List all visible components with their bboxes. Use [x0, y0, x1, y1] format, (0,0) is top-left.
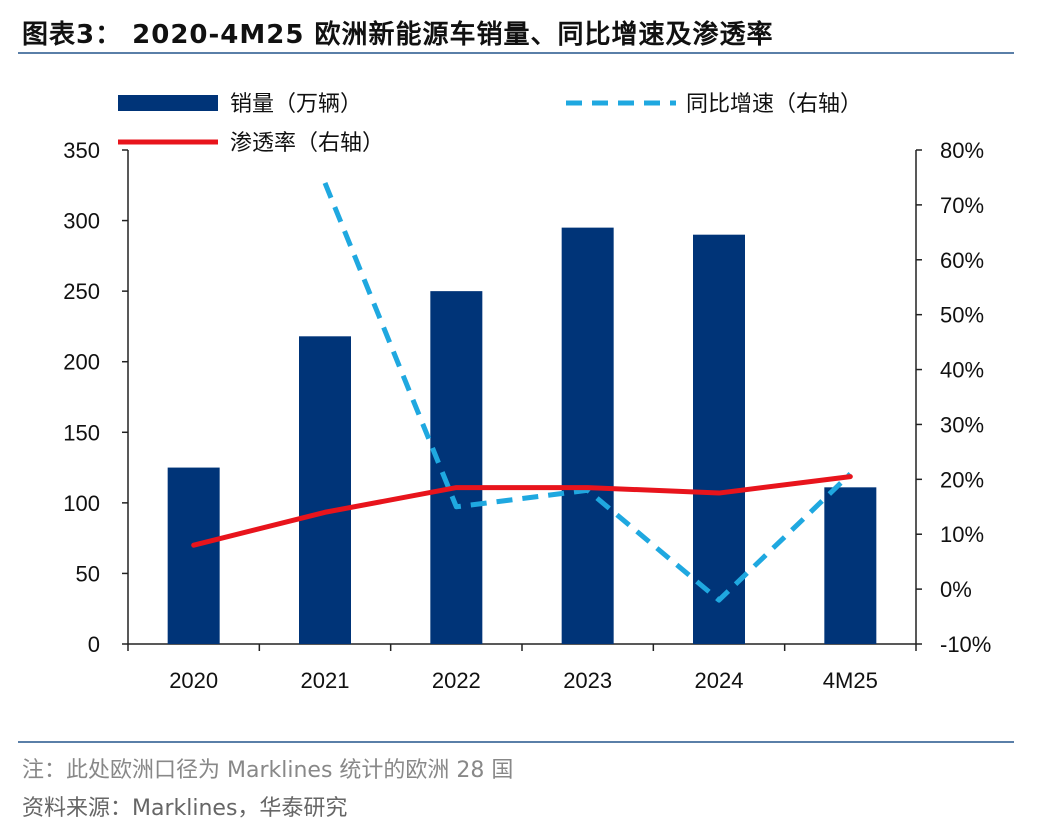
y-left-tick-label: 300 [63, 209, 100, 234]
x-tick-label: 2024 [695, 668, 744, 693]
legend-label-penetration: 渗透率（右轴） [230, 131, 384, 156]
y-left-tick-label: 200 [63, 350, 100, 375]
y-right-tick-label: 30% [940, 412, 984, 437]
y-right-tick-label: 0% [940, 577, 972, 602]
line-penetration-rate [191, 474, 853, 548]
y-left-tick-label: 0 [88, 632, 100, 657]
footer-divider [18, 741, 1014, 743]
chart-title: 图表3： 2020-4M25 欧洲新能源车销量、同比增速及渗透率 [22, 20, 774, 50]
y-right-tick-label: 50% [940, 303, 984, 328]
chart-source: 资料来源：Marklines，华泰研究 [22, 796, 348, 821]
y-left-tick-label: 50 [76, 561, 100, 586]
x-tick-label: 2021 [301, 668, 350, 693]
y-right-tick-label: 40% [940, 358, 984, 383]
y-left-tick-label: 150 [63, 420, 100, 445]
legend-swatch-sales [118, 95, 218, 111]
bar-sales [167, 467, 220, 644]
title-divider [18, 52, 1014, 54]
x-tick-label: 2022 [432, 668, 481, 693]
y-right-tick-label: 10% [940, 522, 984, 547]
legend-label-yoy-growth: 同比增速（右轴） [686, 92, 862, 117]
legend-label-sales: 销量（万辆） [230, 92, 362, 117]
chart-note: 注：此处欧洲口径为 Marklines 统计的欧洲 28 国 [22, 758, 514, 783]
y-right-tick-label: 70% [940, 193, 984, 218]
y-right-tick-label: -10% [940, 632, 991, 657]
y-left-tick-label: 350 [63, 138, 100, 163]
y-left-tick-label: 250 [63, 279, 100, 304]
bar-sales [693, 234, 745, 644]
bar-sales [561, 227, 614, 644]
y-right-tick-label: 60% [940, 248, 984, 273]
bar-sales [824, 487, 877, 644]
bar-sales [299, 336, 351, 644]
x-tick-label: 4M25 [823, 668, 878, 693]
y-right-tick-label: 80% [940, 138, 984, 163]
chart-canvas: 0 50 100 150 200 250 300 350 -10% 0% 10% 20% 30% 40% 5… [63, 92, 991, 693]
bar-sales [430, 291, 483, 644]
x-tick-label: 2023 [563, 668, 612, 693]
x-tick-label: 2020 [169, 668, 218, 693]
y-right-tick-label: 20% [940, 467, 984, 492]
y-left-tick-label: 100 [63, 491, 100, 516]
